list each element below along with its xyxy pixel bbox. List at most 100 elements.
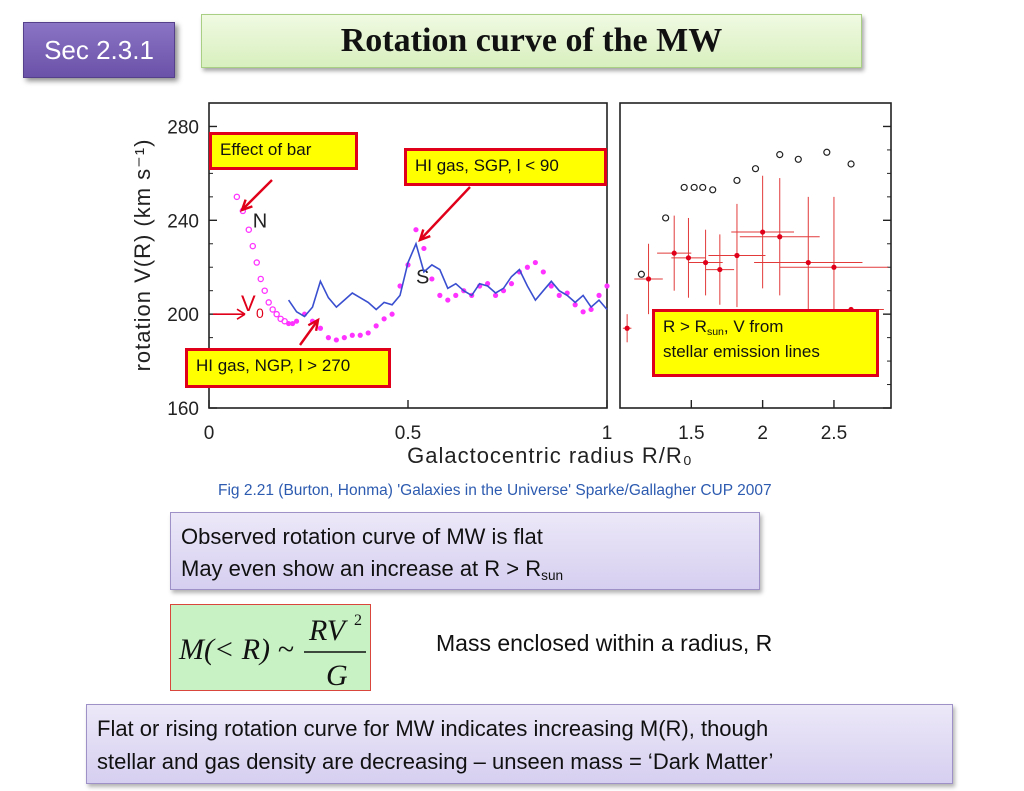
slide-title: Rotation curve of the MW — [201, 14, 862, 68]
stellar-point — [717, 266, 723, 273]
label-s: S — [416, 267, 429, 289]
ngp-point — [317, 325, 324, 331]
conclusion-line2: stellar and gas density are decreasing –… — [97, 749, 774, 774]
left-ytick-label: 160 — [167, 399, 199, 420]
ngp-point — [453, 292, 459, 298]
ngp-point — [548, 283, 554, 289]
formula-numerator: RV — [308, 614, 349, 647]
ngp-point — [492, 292, 499, 298]
open-circle-point — [823, 148, 831, 156]
figure-caption: Fig 2.21 (Burton, Honma) 'Galaxies in th… — [218, 482, 772, 499]
conclusion-line1: Flat or rising rotation curve for MW ind… — [97, 716, 769, 741]
left-xtick-label: 1 — [602, 423, 613, 444]
callout-effect-of-bar: Effect of bar — [209, 132, 358, 170]
stellar-point — [685, 255, 692, 261]
ngp-point — [524, 264, 530, 270]
stellar-point — [777, 234, 783, 240]
ngp-point — [325, 335, 331, 341]
ngp-point — [233, 193, 241, 201]
v0-sub-label: 0 — [256, 305, 264, 321]
open-circle-point — [662, 214, 670, 222]
open-circle-point — [709, 186, 717, 194]
ngp-point — [572, 302, 578, 308]
ngp-point — [257, 275, 264, 283]
open-circle-point — [794, 155, 802, 163]
ngp-point — [253, 259, 261, 266]
stellar-point — [671, 250, 677, 256]
stellar-point — [624, 325, 630, 331]
stellar-point — [760, 229, 766, 235]
ngp-point — [333, 337, 339, 343]
observation-line2: May even show an increase at R > Rsun — [181, 553, 749, 586]
open-circle-point — [751, 165, 760, 173]
left-panel: 160 200 240 280 0 0.5 1 rotation V(R) (km s⁻¹) G… — [130, 102, 693, 468]
right-xtick-label: 2.5 — [821, 423, 847, 444]
stellar-point — [645, 276, 652, 282]
ngp-point — [540, 269, 546, 275]
ngp-point — [421, 245, 427, 252]
callout-stellar-line2: stellar emission lines — [663, 342, 820, 362]
ngp-point — [245, 226, 253, 233]
section-badge: Sec 2.3.1 — [23, 22, 175, 78]
right-xtick-label: 1.5 — [678, 423, 704, 444]
observation-line1: Observed rotation curve of MW is flat — [181, 524, 543, 549]
stellar-point — [805, 259, 811, 266]
callout-stellar-tail: , V from — [723, 317, 784, 336]
ngp-point — [508, 281, 515, 287]
callout-stellar-sub: sun — [706, 326, 724, 339]
stellar-point — [734, 252, 740, 259]
ngp-point — [596, 292, 602, 298]
left-ytick-label: 240 — [167, 211, 199, 232]
right-panel: 1602002402801.522.5 — [619, 102, 892, 444]
ngp-point — [357, 332, 363, 338]
callout-arrow-head — [240, 199, 253, 212]
left-xtick-label: 0 — [204, 423, 215, 444]
ngp-point — [429, 276, 435, 282]
stellar-point — [702, 259, 709, 266]
open-circle-point — [680, 183, 688, 192]
ngp-point — [249, 242, 257, 250]
v0-label: V — [241, 291, 256, 316]
stellar-point — [831, 264, 837, 270]
ngp-point — [286, 320, 292, 327]
formula-denominator: G — [326, 659, 348, 690]
callout-arrow — [241, 179, 273, 211]
callout-sgp-text: HI gas, SGP, l < 90 — [415, 156, 559, 175]
open-circle-point — [847, 160, 855, 168]
observation-line2-text: May even show an increase at R > R — [181, 555, 542, 581]
ngp-point — [341, 335, 347, 341]
ngp-point — [532, 259, 538, 266]
mass-enclosed-label: Mass enclosed within a radius, R — [436, 630, 773, 656]
conclusion-box: Flat or rising rotation curve for MW ind… — [86, 704, 953, 784]
ngp-point — [556, 292, 562, 298]
left-ytick-label: 280 — [167, 117, 199, 138]
formula-svg: M(< R) ~ RV 2 G — [178, 612, 366, 692]
callout-bar-text: Effect of bar — [220, 140, 312, 159]
open-circle-point — [699, 183, 707, 192]
formula-exponent: 2 — [354, 612, 362, 629]
v0-arrow-head — [236, 308, 246, 320]
ngp-point — [365, 330, 371, 336]
callout-arrow-head — [418, 229, 431, 243]
open-circle-point — [776, 151, 784, 159]
open-circle-point — [637, 270, 645, 278]
ngp-point — [289, 320, 296, 327]
left-ytick-label: 200 — [167, 305, 199, 326]
ngp-point — [261, 287, 268, 294]
left-xtick-label: 0.5 — [395, 423, 421, 444]
callout-arrow — [419, 186, 471, 241]
open-circle-point — [690, 183, 698, 192]
observation-line2-sub: sun — [541, 567, 564, 583]
x-axis-label: Galactocentric radius R/R₀ — [407, 443, 693, 468]
ngp-point — [413, 227, 419, 233]
callout-ngp-text: HI gas, NGP, l > 270 — [196, 356, 351, 375]
observation-box: Observed rotation curve of MW is flat Ma… — [170, 512, 760, 590]
callout-hi-sgp: HI gas, SGP, l < 90 — [404, 148, 607, 186]
open-circle-point — [733, 176, 741, 185]
callout-arrow-head — [307, 317, 320, 332]
ngp-point — [389, 311, 395, 317]
mass-formula: M(< R) ~ RV 2 G — [170, 604, 371, 692]
callout-stellar-r: R > R — [663, 317, 707, 336]
ngp-point — [281, 317, 288, 325]
ngp-point — [265, 299, 272, 306]
